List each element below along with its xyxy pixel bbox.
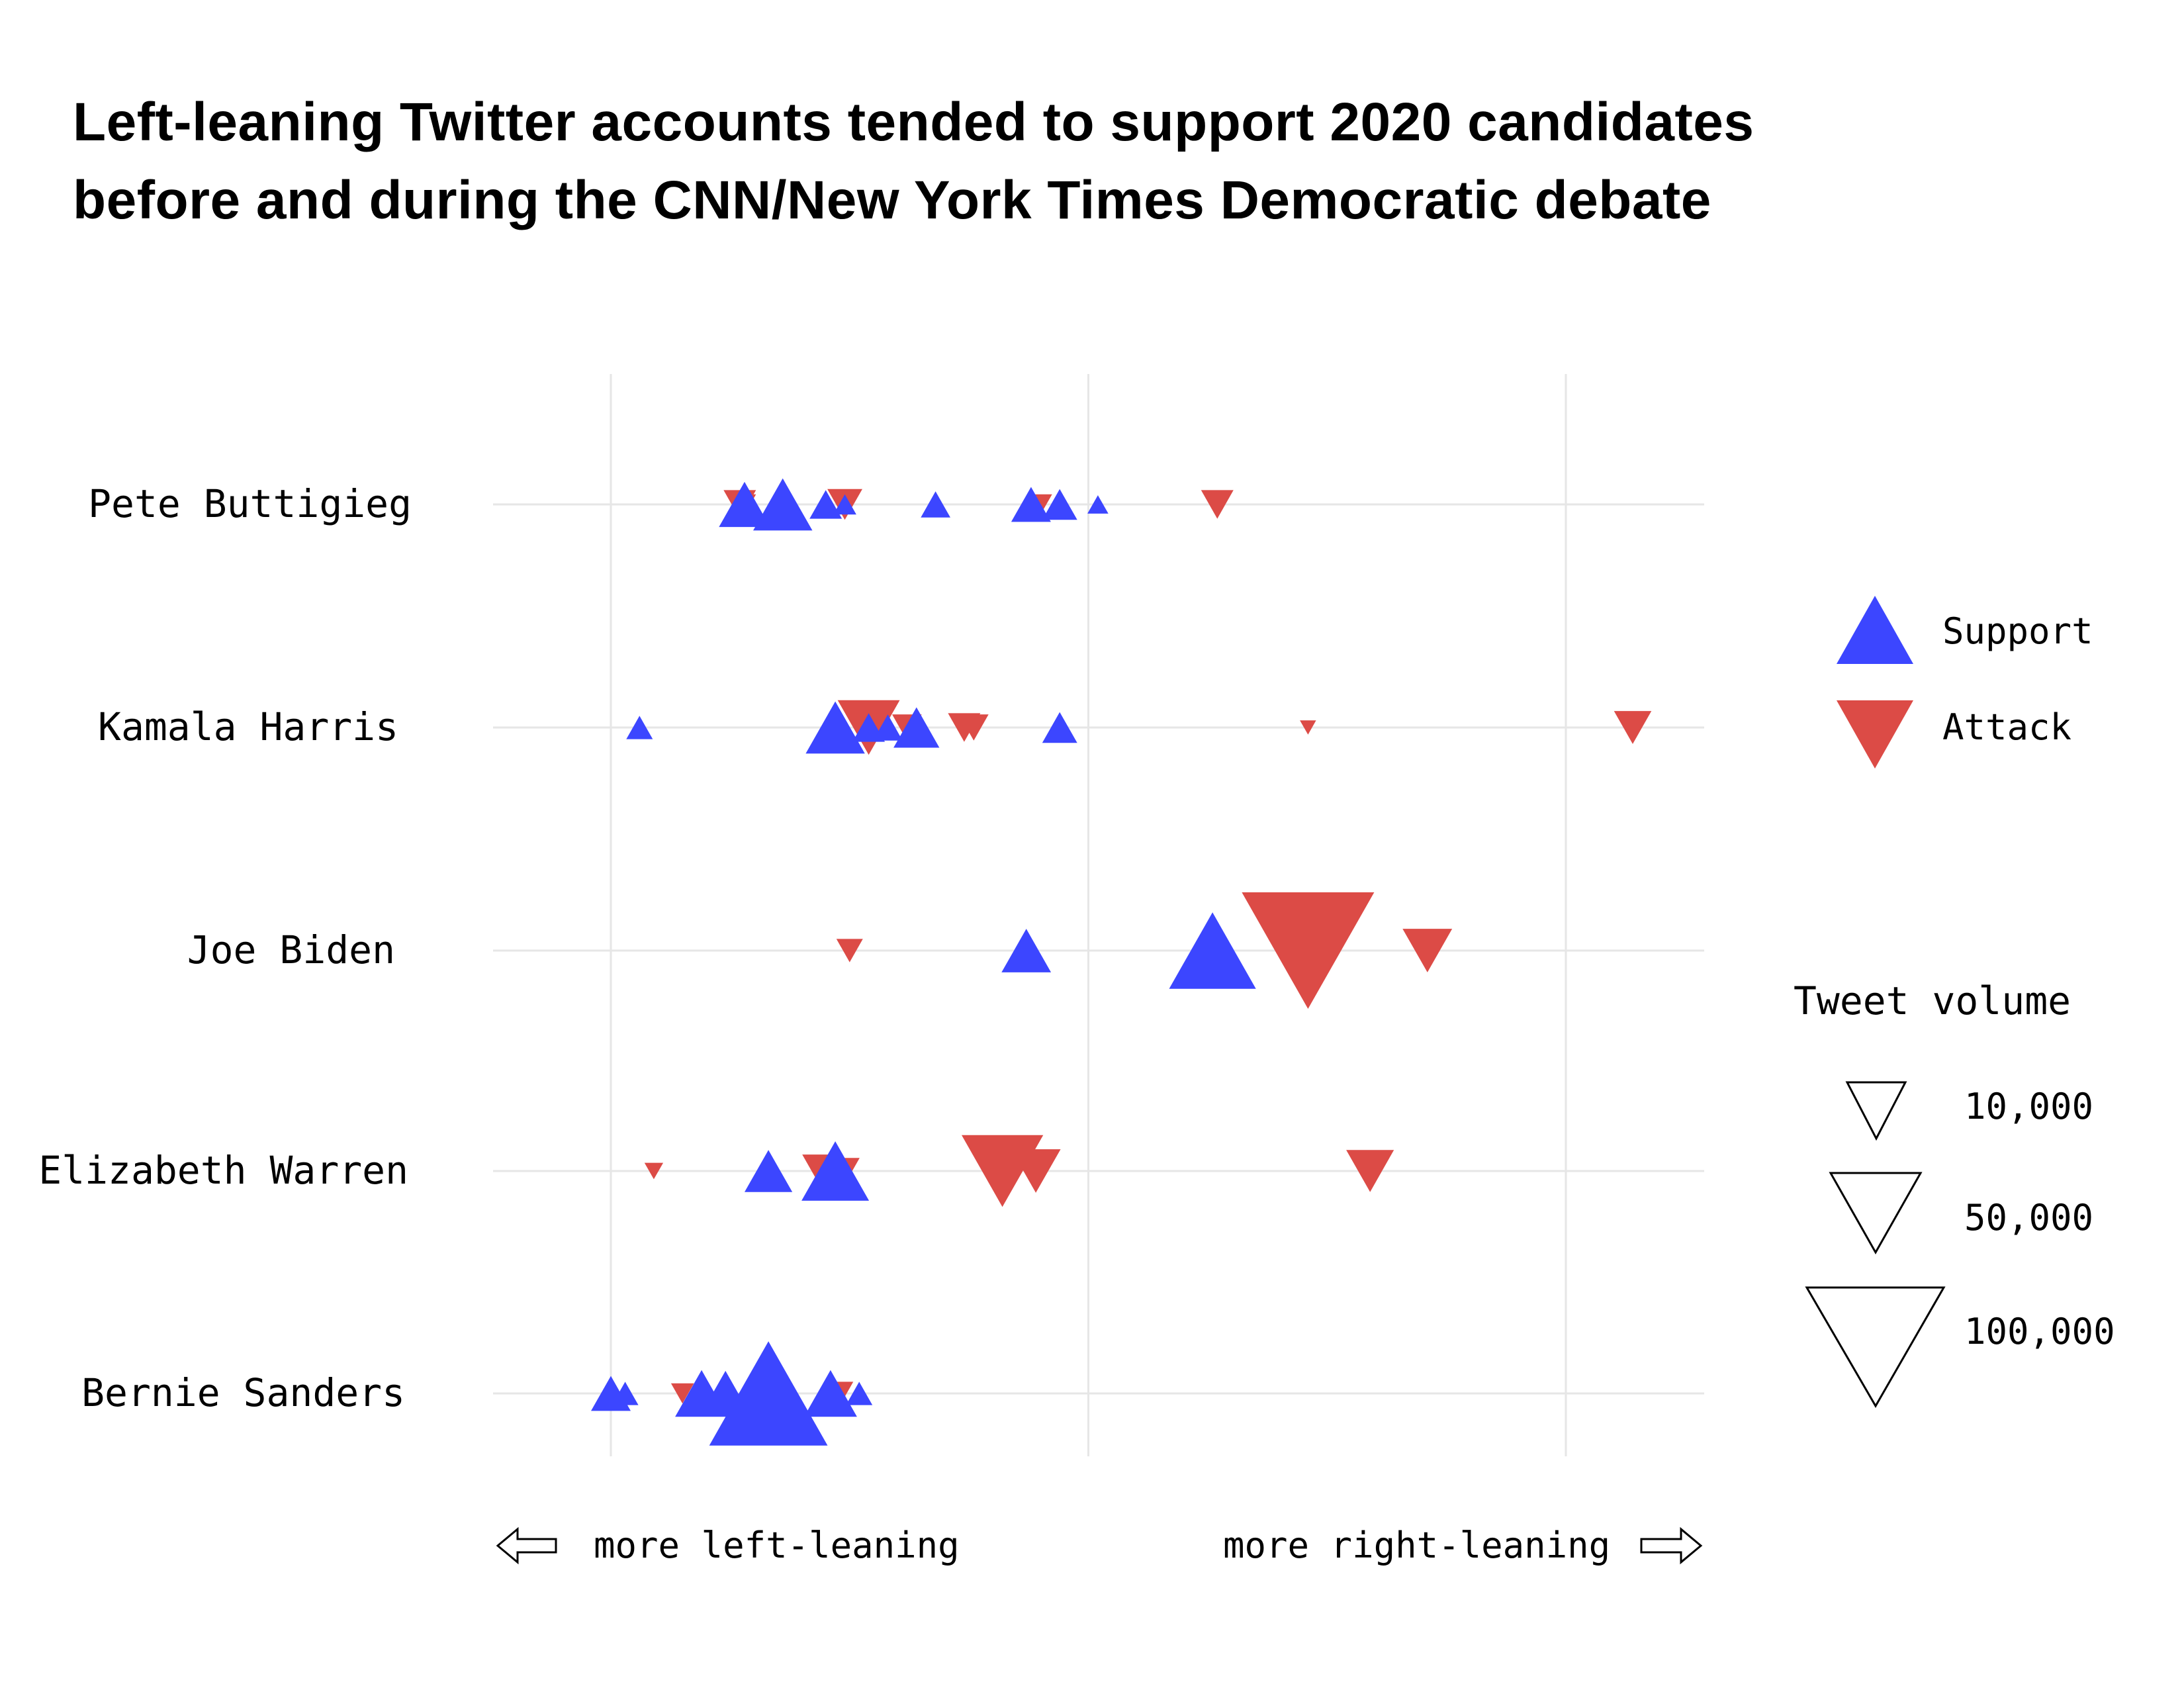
- attack-point: [1201, 490, 1234, 519]
- candidate-label: Pete Buttigieg: [88, 481, 412, 526]
- left-leaning-label: more left-leaning: [594, 1524, 960, 1566]
- attack-point: [644, 1162, 664, 1180]
- legend-volume-title: Tweet volume: [1794, 978, 2071, 1023]
- candidate-label: Kamala Harris: [98, 704, 398, 749]
- candidate-label: Joe Biden: [187, 927, 395, 972]
- legend-attack-label: Attack: [1942, 706, 2071, 748]
- right-arrow-icon: [1640, 1526, 1703, 1565]
- support-point: [1042, 712, 1077, 743]
- support-point: [709, 1341, 828, 1446]
- grid-lines: [493, 374, 1704, 1456]
- attack-point: [1346, 1150, 1394, 1192]
- legend-support-label: Support: [1942, 610, 2093, 652]
- attack-point: [1242, 892, 1375, 1009]
- support-point: [1042, 489, 1077, 520]
- support-point: [833, 494, 856, 515]
- axis-direction-notes: more left-leaning more right-leaning: [496, 1524, 1703, 1566]
- legend-attack-triangle-icon: [1837, 700, 1913, 769]
- support-point: [809, 490, 842, 519]
- support-point: [1001, 929, 1052, 972]
- data-marks: [591, 478, 1652, 1446]
- support-point: [921, 491, 950, 518]
- legend-volume-100000-label: 100,000: [1964, 1311, 2115, 1352]
- chart-title-line-2: before and during the CNN/New York Times…: [73, 170, 1711, 230]
- attack-point: [959, 714, 989, 741]
- legend: Support Attack Tweet volume 10,000 50,00…: [1794, 596, 2115, 1408]
- support-point: [745, 1150, 793, 1192]
- support-point: [893, 707, 940, 748]
- candidate-label: Elizabeth Warren: [38, 1148, 408, 1193]
- attack-point: [836, 939, 863, 962]
- support-point: [719, 481, 770, 528]
- legend-volume-10000-label: 10,000: [1964, 1086, 2093, 1127]
- support-point: [1087, 495, 1109, 514]
- support-point: [803, 1370, 857, 1417]
- attack-point: [1402, 929, 1453, 972]
- legend-volume-100000-triangle-icon: [1805, 1286, 1946, 1408]
- support-point: [801, 1141, 870, 1201]
- support-point: [612, 1382, 639, 1405]
- support-point: [626, 716, 653, 739]
- chart-title-line-1: Left-leaning Twitter accounts tended to …: [73, 92, 1754, 152]
- left-arrow-icon: [496, 1526, 557, 1565]
- support-point: [846, 1382, 873, 1405]
- right-leaning-label: more right-leaning: [1223, 1524, 1610, 1566]
- attack-point: [1614, 711, 1652, 744]
- candidate-label: Bernie Sanders: [81, 1370, 405, 1415]
- support-point: [1169, 912, 1256, 989]
- support-point: [873, 714, 903, 741]
- legend-volume-10000-triangle-icon: [1845, 1081, 1907, 1141]
- legend-volume-50000-triangle-icon: [1829, 1172, 1923, 1255]
- legend-support-triangle-icon: [1837, 596, 1913, 664]
- support-point: [805, 701, 865, 754]
- candidate-labels: Pete Buttigieg Kamala Harris Joe Biden Eliz…: [38, 481, 412, 1415]
- attack-point: [670, 1383, 694, 1404]
- legend-volume-50000-label: 50,000: [1964, 1197, 2093, 1239]
- attack-point: [1011, 1149, 1061, 1193]
- support-point: [753, 478, 813, 531]
- attack-point: [1300, 720, 1316, 735]
- support-point: [1011, 487, 1051, 522]
